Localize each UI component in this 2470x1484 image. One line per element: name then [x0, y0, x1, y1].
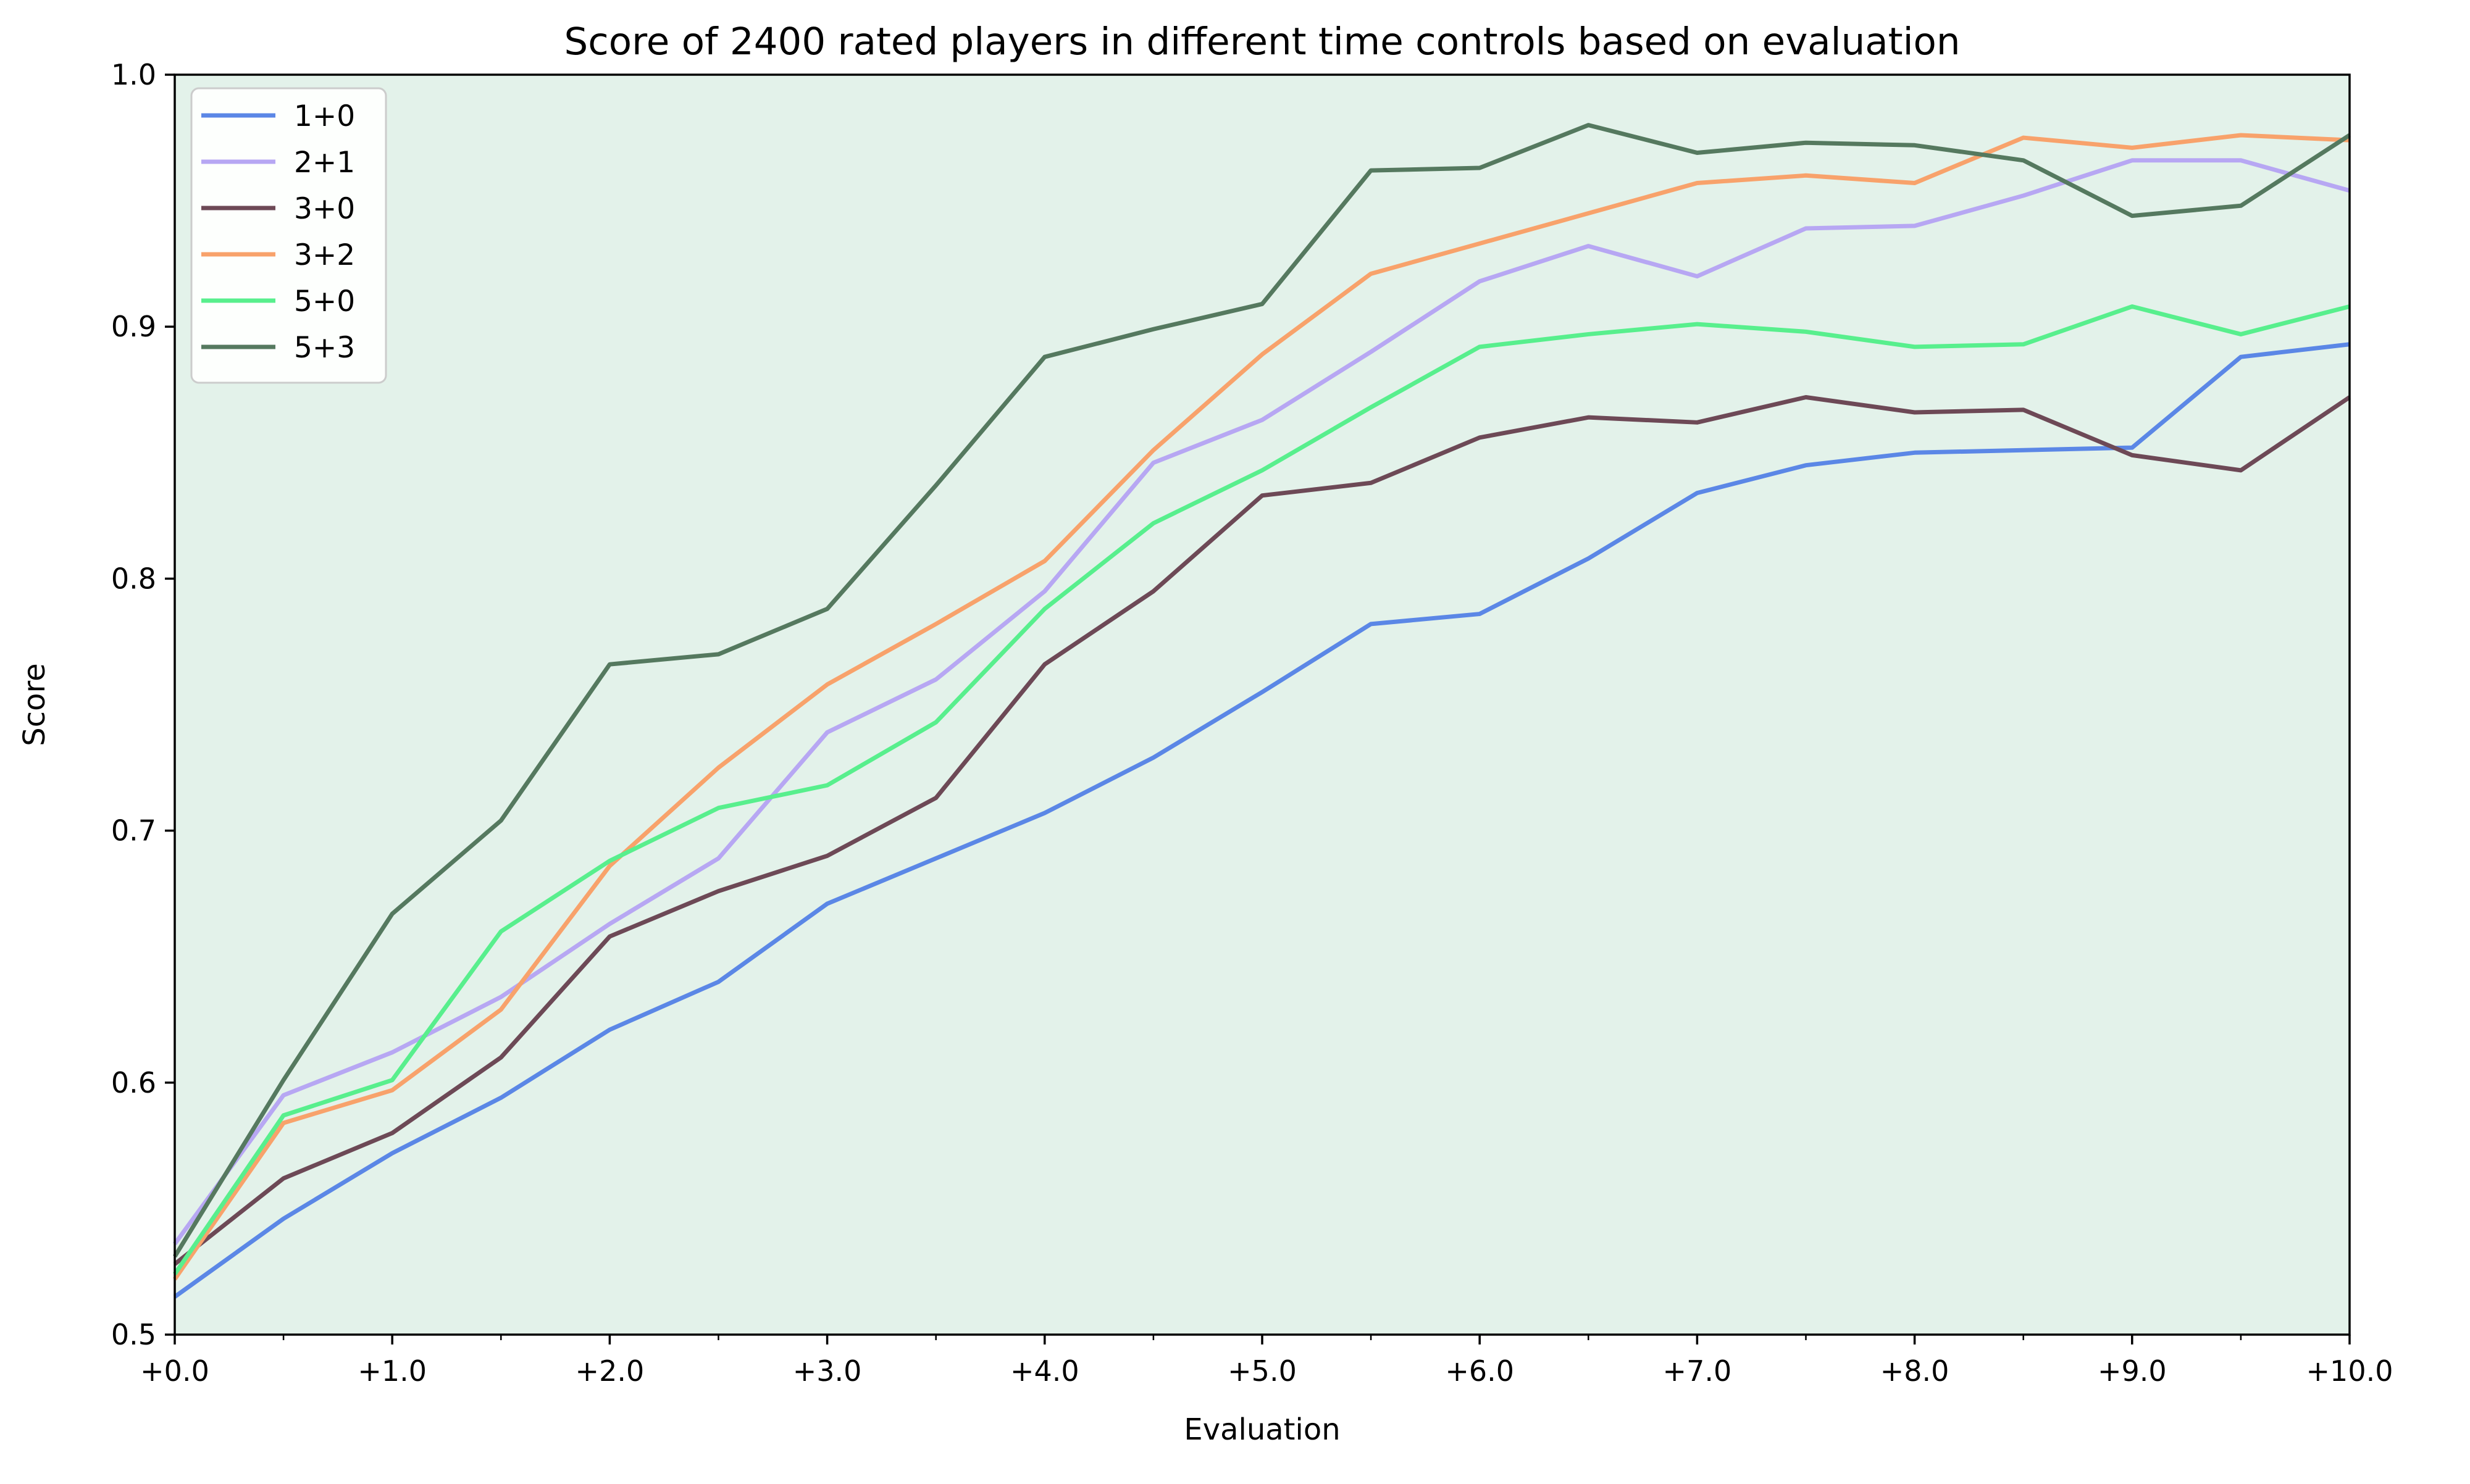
- legend-item-2+1: 2+1: [201, 146, 355, 180]
- x-tick-label: +7.0: [1663, 1354, 1732, 1388]
- x-tick-label: +8.0: [1880, 1354, 1949, 1388]
- legend-label-5+3: 5+3: [294, 331, 355, 365]
- x-tick-label: +5.0: [1228, 1354, 1297, 1388]
- legend-item-3+2: 3+2: [201, 238, 355, 272]
- legend-item-5+3: 5+3: [201, 331, 355, 365]
- x-axis: +0.0 +1.0 +2.0 +3.0 +4.0 +5.0 +6.0 +7.0 +8.0 +9.0…: [140, 1335, 2393, 1388]
- y-tick-label: 0.6: [111, 1066, 156, 1099]
- y-tick-label: 0.5: [111, 1318, 156, 1351]
- chart-title: Score of 2400 rated players in different…: [564, 20, 1960, 64]
- x-axis-label: Evaluation: [1184, 1412, 1340, 1447]
- series-line-3+2: [173, 133, 2350, 1281]
- series-line-3+0: [173, 394, 2351, 1266]
- series-line-1+0: [173, 342, 2350, 1299]
- y-tick-label: 0.9: [111, 310, 156, 343]
- y-tick-label: 1.0: [111, 58, 156, 91]
- series-line-5+3: [173, 123, 2351, 1258]
- x-tick-label: +2.0: [576, 1354, 645, 1388]
- x-tick-label: +6.0: [1445, 1354, 1514, 1388]
- legend-label-5+0: 5+0: [294, 285, 355, 319]
- y-axis: 0.5 0.6 0.7 0.8 0.9 1.0: [111, 58, 175, 1351]
- legend-label-3+2: 3+2: [294, 238, 355, 272]
- x-tick-label: +9.0: [2098, 1354, 2167, 1388]
- x-tick-label: +0.0: [140, 1354, 209, 1388]
- legend-item-3+0: 3+0: [201, 192, 355, 226]
- series-lines: [173, 123, 2351, 1299]
- plot-frame: [174, 73, 2351, 1336]
- legend-label-1+0: 1+0: [294, 99, 355, 133]
- x-tick-label: +1.0: [358, 1354, 427, 1388]
- legend-item-5+0: 5+0: [201, 285, 355, 319]
- plot-area: [175, 75, 2350, 1335]
- legend-item-1+0: 1+0: [201, 99, 355, 133]
- series-line-5+0: [173, 304, 2350, 1276]
- legend-box: [190, 87, 387, 384]
- legend: 1+0 2+1 3+0 3+2 5+0 5+3: [190, 87, 387, 384]
- x-tick-label: +4.0: [1010, 1354, 1079, 1388]
- y-axis-label: Score: [17, 663, 52, 746]
- y-tick-label: 0.7: [111, 814, 156, 848]
- series-line-2+1: [173, 158, 2350, 1246]
- x-tick-label: +3.0: [793, 1354, 862, 1388]
- legend-label-2+1: 2+1: [294, 146, 355, 180]
- legend-label-3+0: 3+0: [294, 192, 355, 226]
- y-tick-label: 0.8: [111, 562, 156, 595]
- x-tick-label: +10.0: [2306, 1354, 2393, 1388]
